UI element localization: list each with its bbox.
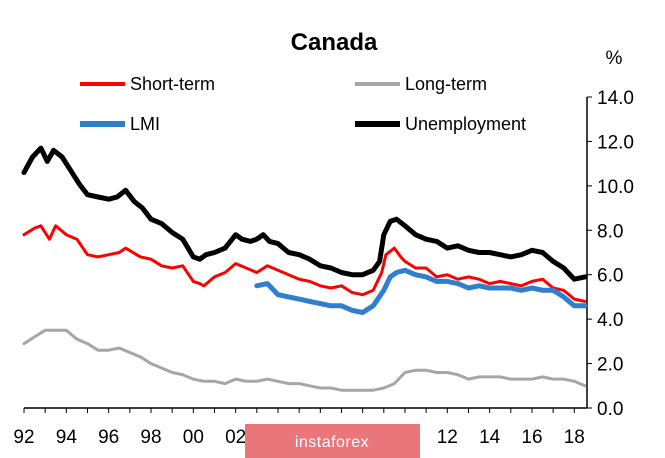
- x-tick-label: 12: [437, 427, 458, 448]
- legend: Short-term Long-term LMI Unemployment: [80, 74, 526, 134]
- legend-item-long-term: Long-term: [355, 74, 487, 94]
- series-line-short-term: [22, 224, 587, 303]
- x-tick-label: 00: [183, 427, 204, 448]
- legend-label-lmi: LMI: [130, 114, 160, 134]
- series-line-lmi: [254, 267, 588, 315]
- plot-area: 0.0 2.0 4.0 6.0 8.0 10.0 12.0 14.0 92 94 96 98 00 02…: [13, 88, 634, 448]
- series-layer: [21, 145, 588, 392]
- x-ticks: 92 94 96 98 00 02 12 14 16 18: [13, 408, 585, 448]
- legend-label-unemployment: Unemployment: [405, 114, 526, 134]
- watermark: instaforex: [245, 424, 420, 458]
- x-tick-label: 92: [13, 427, 34, 448]
- legend-item-lmi: LMI: [80, 114, 160, 134]
- series-line-long-term: [22, 328, 587, 392]
- legend-label-long-term: Long-term: [405, 74, 487, 94]
- y-tick-label: 12.0: [597, 132, 634, 153]
- y-tick-label: 8.0: [597, 221, 623, 242]
- x-tick-label: 16: [521, 427, 542, 448]
- y-tick-label: 2.0: [597, 355, 623, 376]
- legend-label-short-term: Short-term: [130, 74, 215, 94]
- x-tick-label: 96: [98, 427, 119, 448]
- y-tick-label: 10.0: [597, 177, 634, 198]
- legend-item-unemployment: Unemployment: [355, 114, 526, 134]
- y-tick-label: 4.0: [597, 310, 623, 331]
- series-line-unemployment: [21, 145, 588, 282]
- x-tick-label: 18: [564, 427, 585, 448]
- y-ticks: 0.0 2.0 4.0 6.0 8.0 10.0 12.0 14.0: [587, 88, 634, 420]
- y-tick-label: 14.0: [597, 88, 634, 109]
- y-tick-label: 6.0: [597, 266, 623, 287]
- x-tick-label: 98: [140, 427, 161, 448]
- x-tick-label: 94: [56, 427, 78, 448]
- x-tick-label: 02: [225, 427, 246, 448]
- x-tick-label: 14: [479, 427, 501, 448]
- y-tick-label: 0.0: [597, 399, 623, 420]
- unit-label: %: [606, 48, 623, 69]
- legend-item-short-term: Short-term: [80, 74, 215, 94]
- watermark-text: instaforex: [295, 434, 369, 451]
- chart-title: Canada: [291, 29, 378, 56]
- watermark-banner: [245, 424, 420, 458]
